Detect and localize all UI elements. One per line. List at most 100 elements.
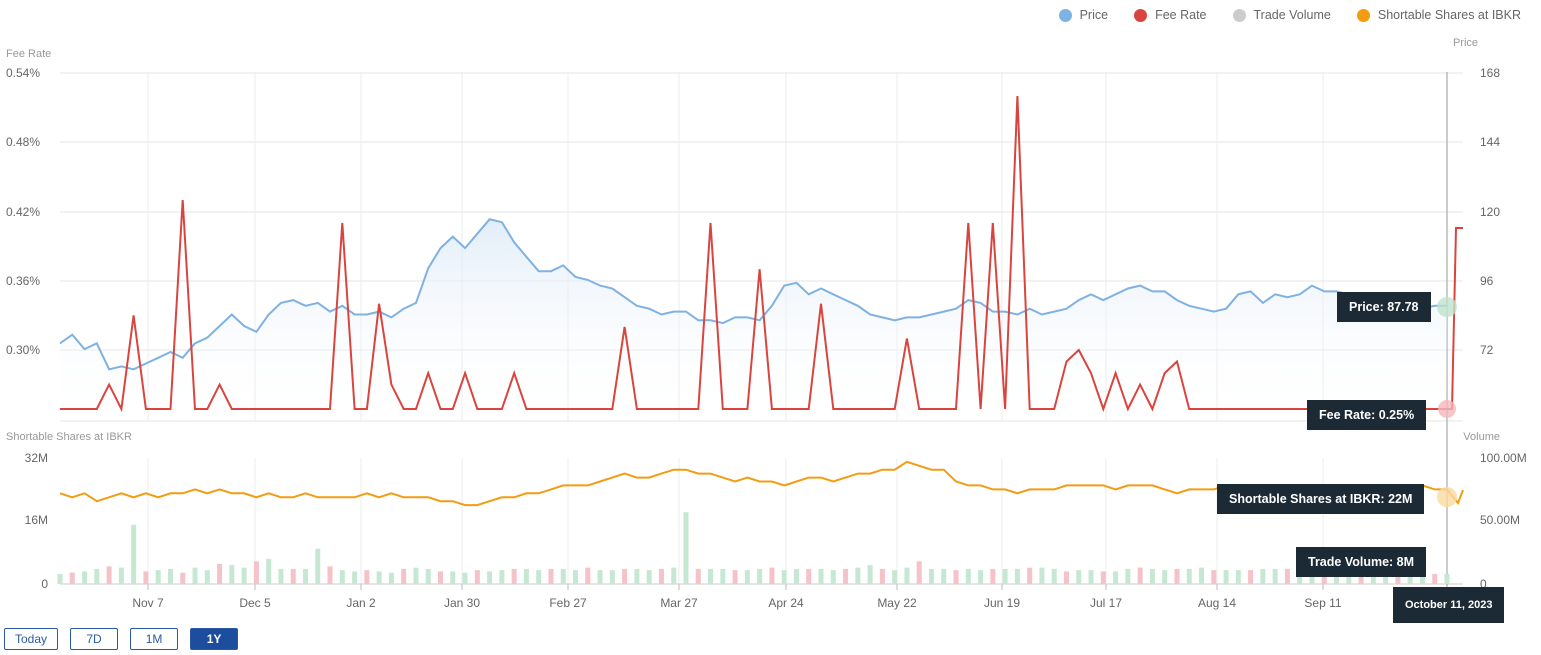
price-area: [60, 219, 1447, 421]
volume-bar: [1432, 573, 1438, 584]
volume-bar: [302, 568, 308, 584]
volume-bar: [658, 568, 664, 584]
top-right-tick-label: 72: [1480, 343, 1494, 357]
volume-bar: [1014, 568, 1020, 584]
volume-bar: [978, 570, 984, 584]
fee-rate-line: [60, 96, 1463, 413]
volume-bar: [560, 568, 566, 584]
x-tick-label: Jan 2: [346, 596, 376, 610]
volume-bar: [229, 565, 235, 584]
volume-bar: [757, 568, 763, 584]
volume-bar: [1211, 570, 1217, 584]
range-button-1m[interactable]: 1M: [130, 628, 179, 650]
volume-bar: [69, 572, 75, 584]
bottom-right-tick-label: 100.00M: [1480, 451, 1527, 465]
legend-item-trade-volume[interactable]: Trade Volume: [1232, 8, 1331, 22]
bottom-right-axis-title: Volume: [1463, 431, 1500, 443]
top-right-tick-label: 144: [1480, 135, 1500, 149]
price-hover-marker: [1437, 297, 1457, 317]
legend-label-price: Price: [1079, 8, 1109, 22]
x-tick-label: May 22: [877, 596, 917, 610]
volume-bar: [1395, 572, 1401, 584]
x-tick-label: Sep 11: [1304, 596, 1341, 610]
volume-bar: [843, 568, 849, 584]
volume-bar: [695, 568, 701, 584]
top-right-tick-label: 120: [1480, 205, 1500, 219]
tooltip-shortable: Shortable Shares at IBKR: 22M: [1217, 484, 1425, 514]
range-button-today[interactable]: Today: [4, 628, 59, 650]
volume-bar: [1149, 568, 1155, 584]
volume-bar: [266, 558, 272, 584]
volume-bar: [1346, 571, 1352, 584]
volume-bar: [1002, 568, 1008, 584]
legend-label-shortable: Shortable Shares at IBKR: [1377, 8, 1521, 22]
volume-bar: [376, 571, 382, 584]
volume-bar: [118, 567, 124, 584]
volume-bar: [597, 570, 603, 584]
x-tick-label: Aug 14: [1198, 596, 1236, 610]
volume-bar: [1137, 567, 1143, 584]
top-right-axis-title: Price: [1452, 37, 1478, 49]
legend-item-fee-rate[interactable]: Fee Rate: [1134, 8, 1207, 22]
volume-bar: [1125, 568, 1131, 584]
volume-bar: [830, 570, 836, 584]
volume-bar: [781, 570, 787, 584]
volume-bar: [965, 568, 971, 584]
volume-bar: [499, 570, 505, 584]
volume-bar: [732, 570, 738, 584]
volume-bar: [167, 568, 173, 584]
volume-bar: [217, 563, 223, 584]
legend-item-price[interactable]: Price: [1058, 8, 1109, 22]
volume-bar: [413, 567, 419, 584]
volume-bar: [82, 571, 88, 584]
volume-bar: [425, 568, 431, 584]
volume-bar: [720, 568, 726, 584]
range-button-7d[interactable]: 7D: [70, 628, 119, 650]
volume-bar: [339, 570, 345, 584]
volume-bar: [708, 568, 714, 584]
chart-legend: Price Fee Rate Trade Volume Shortable Sh…: [1058, 8, 1521, 22]
volume-bar: [1383, 572, 1389, 584]
volume-bar: [241, 567, 247, 584]
tooltip-price: Price: 87.78: [1337, 292, 1431, 322]
top-left-tick-label: 0.36%: [6, 274, 40, 288]
volume-bar: [1370, 572, 1376, 584]
volume-bar: [290, 568, 296, 584]
top-left-tick-label: 0.54%: [6, 66, 40, 80]
legend-dot-price: [1058, 8, 1072, 22]
volume-bar: [253, 561, 259, 584]
volume-bar: [646, 570, 652, 584]
volume-bar: [106, 566, 112, 584]
legend-item-shortable[interactable]: Shortable Shares at IBKR: [1356, 8, 1521, 22]
volume-bar: [57, 573, 63, 584]
volume-bar: [1284, 568, 1290, 584]
volume-bar: [438, 571, 444, 584]
legend-dot-trade-volume: [1232, 8, 1246, 22]
volume-bar: [1186, 568, 1192, 584]
top-left-tick-label: 0.48%: [6, 135, 40, 149]
volume-bar: [523, 568, 529, 584]
x-tick-label: Nov 7: [132, 596, 164, 610]
bottom-left-axis-title: Shortable Shares at IBKR: [6, 431, 132, 443]
volume-bar: [744, 570, 750, 584]
volume-bar: [1419, 573, 1425, 584]
volume-bar: [867, 565, 873, 584]
tooltip-date: October 11, 2023: [1393, 587, 1505, 623]
volume-bar: [327, 566, 333, 584]
fee-rate-hover-marker: [1438, 400, 1456, 418]
volume-bar: [1223, 570, 1229, 584]
volume-bar: [487, 571, 493, 584]
volume-bar: [1088, 570, 1094, 584]
volume-bar: [511, 568, 517, 584]
bottom-right-tick-label: 50.00M: [1480, 513, 1520, 527]
top-right-tick-label: 168: [1480, 66, 1500, 80]
volume-bar: [769, 567, 775, 584]
range-button-1y[interactable]: 1Y: [190, 628, 239, 650]
volume-bar: [1272, 568, 1278, 584]
volume-bar: [204, 570, 210, 584]
volume-bar: [1113, 571, 1119, 584]
top-left-tick-label: 0.42%: [6, 205, 40, 219]
volume-bar: [1297, 570, 1303, 584]
x-tick-label: Jun 19: [984, 596, 1020, 610]
